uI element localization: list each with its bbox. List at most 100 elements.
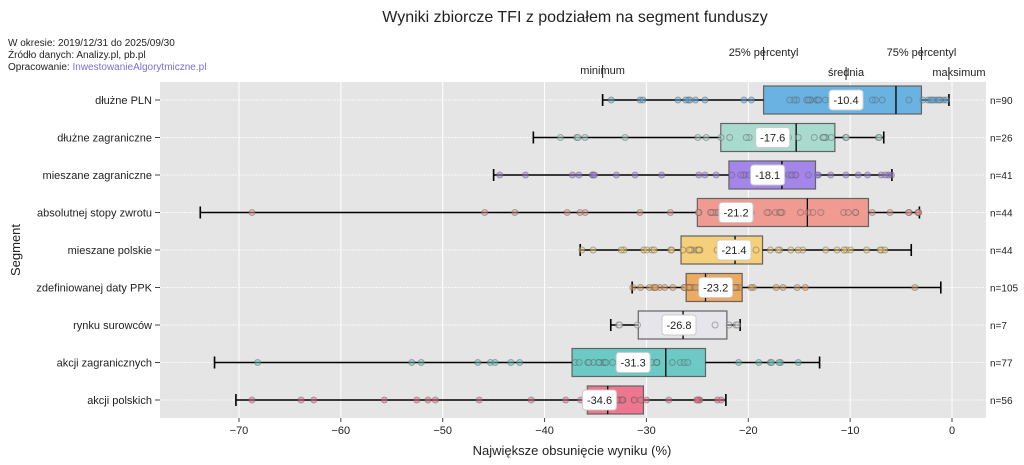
fund-point (786, 96, 794, 104)
fund-point (810, 134, 818, 141)
mean-label: -17.6 (760, 133, 785, 145)
y-tick-label: dłużne PLN (95, 95, 152, 107)
fund-point (942, 96, 950, 104)
fund-point (527, 396, 535, 404)
fund-point (507, 359, 515, 366)
fund-point (685, 284, 693, 291)
annotation-maximum: maksimum (932, 67, 985, 79)
fund-point (868, 96, 876, 104)
y-tick-label: mieszane zagraniczne (43, 170, 152, 182)
mean-label-box (828, 89, 864, 111)
fund-point (766, 246, 774, 254)
fund-point (668, 246, 676, 254)
fund-point (725, 321, 733, 329)
fund-point (669, 284, 677, 291)
fund-point (928, 96, 936, 104)
fund-point (693, 396, 701, 404)
fund-point (815, 96, 823, 104)
mean-label: -23.2 (703, 283, 728, 295)
fund-point (619, 396, 627, 404)
fund-point (768, 359, 776, 366)
mean-label: -21.2 (724, 208, 749, 220)
n-label: n=90 (990, 96, 1013, 107)
fund-point (842, 134, 850, 141)
mean-label-box (615, 352, 651, 373)
fund-point (804, 171, 812, 179)
fund-point (777, 209, 785, 216)
fund-point (747, 96, 755, 104)
fund-point (521, 171, 529, 179)
n-label: n=7 (990, 321, 1007, 332)
fund-point (742, 134, 750, 141)
fund-point (747, 284, 755, 291)
fund-point (694, 134, 702, 141)
fund-point (794, 246, 802, 254)
author-prefix: Opracowanie: (8, 62, 72, 73)
fund-point (842, 171, 850, 179)
fund-point (653, 359, 661, 366)
fund-point (679, 246, 687, 254)
fund-point (712, 171, 720, 179)
fund-point (254, 359, 262, 366)
y-tick-label: akcji polskich (87, 395, 152, 407)
fund-point (796, 209, 804, 216)
mean-label: -18.1 (755, 170, 780, 182)
fund-point (650, 246, 658, 254)
fund-point (840, 246, 848, 254)
box-row: zdefiniowanej daty PPK -23.2 n=105 (36, 272, 1019, 303)
fund-point (794, 359, 802, 366)
fund-point (481, 209, 489, 216)
fund-point (813, 171, 821, 179)
mean-label: -34.6 (587, 395, 612, 407)
n-label: n=44 (990, 209, 1013, 220)
fund-point (919, 96, 927, 104)
n-label: n=105 (990, 284, 1019, 295)
box-row: akcji zagranicznych -31.3 n=77 (57, 347, 1013, 378)
fund-point (637, 396, 645, 404)
fund-point (821, 96, 829, 104)
n-label: n=26 (990, 134, 1013, 145)
fund-point (707, 209, 715, 216)
fund-point (511, 209, 519, 216)
x-tick-label: −30 (637, 425, 656, 437)
fund-point (854, 171, 862, 179)
fund-point (875, 134, 883, 141)
fund-point (633, 321, 641, 329)
box-row: mieszane polskie -21.4 n=44 (68, 235, 1013, 265)
fund-point (702, 134, 710, 141)
box-row: mieszane zagraniczne -18.1 n=41 (43, 160, 1013, 190)
fund-point (717, 396, 725, 404)
x-tick-label: −20 (739, 425, 758, 437)
fund-point (863, 246, 871, 254)
mean-label-box (718, 202, 754, 223)
fund-point (568, 171, 576, 179)
fund-point (474, 359, 482, 366)
fund-point (578, 246, 586, 254)
fund-point (887, 171, 895, 179)
fund-point (684, 359, 692, 366)
period-info: W okresie: 2019/12/31 do 2025/09/30 (8, 38, 175, 49)
x-tick-label: −60 (332, 425, 351, 437)
fund-point (911, 284, 919, 291)
mean-label-box (661, 314, 697, 336)
fund-point (645, 284, 653, 291)
fund-point (665, 396, 673, 404)
fund-point (717, 134, 725, 141)
author-link[interactable]: InwestowanieAlgorytmiczne.pl (72, 62, 206, 73)
fund-point (595, 359, 603, 366)
n-label: n=56 (990, 396, 1013, 407)
fund-point (695, 246, 703, 254)
box-row: dłużne PLN -10.4 n=90 (95, 85, 1013, 115)
fund-point (413, 396, 421, 404)
fund-point (694, 209, 702, 216)
annotation-minimum: minimum (580, 65, 625, 77)
fund-point (431, 396, 439, 404)
y-axis-label: Segment (8, 224, 23, 276)
fund-point (905, 96, 913, 104)
fund-point (886, 209, 894, 216)
fund-point (630, 396, 638, 404)
fund-point (248, 396, 256, 404)
fund-point (827, 134, 835, 141)
fund-point (728, 171, 736, 179)
